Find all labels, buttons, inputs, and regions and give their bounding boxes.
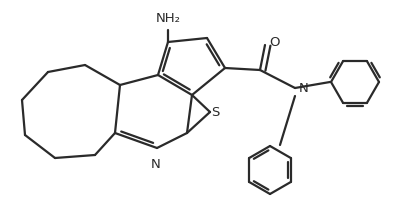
Text: N: N (151, 158, 161, 171)
Text: S: S (211, 105, 219, 118)
Text: O: O (269, 36, 280, 49)
Text: N: N (299, 82, 309, 94)
Text: NH₂: NH₂ (156, 12, 181, 25)
